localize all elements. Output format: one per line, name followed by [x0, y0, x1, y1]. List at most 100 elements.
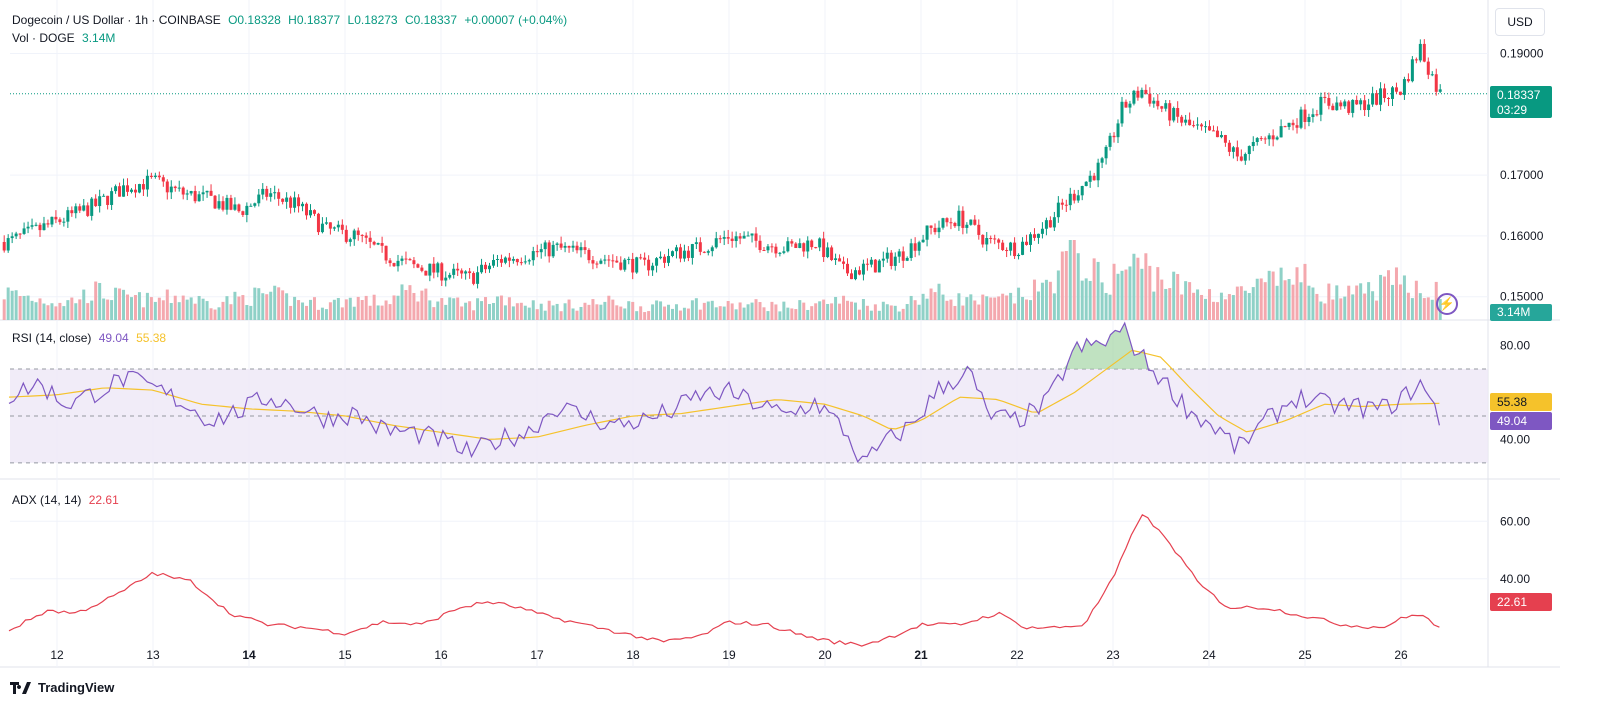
price-candle: [82, 205, 86, 211]
price-candle: [253, 203, 257, 206]
price-candle: [18, 233, 22, 235]
price-candle: [909, 243, 913, 258]
volume-bar: [1402, 275, 1406, 320]
volume-bar: [1215, 302, 1219, 320]
price-candle: [145, 175, 149, 190]
volume-bar: [587, 304, 591, 320]
price-candle: [90, 198, 94, 216]
price-candle: [277, 192, 281, 199]
price-candle: [384, 245, 388, 261]
price-candle: [945, 218, 949, 223]
volume-bar: [1271, 271, 1275, 320]
volume-bar: [567, 299, 571, 320]
price-candle: [921, 239, 925, 243]
price-candle: [265, 188, 269, 197]
volume-bar: [277, 287, 281, 320]
price-candle: [1076, 195, 1080, 201]
time-tick-label: 26: [1394, 648, 1408, 662]
price-candle: [1211, 130, 1215, 132]
price-candle: [1291, 122, 1295, 126]
volume-bar: [122, 289, 126, 320]
price-candle: [686, 250, 690, 258]
volume-bar: [293, 296, 297, 320]
price-candle: [126, 185, 130, 192]
price-candle: [1128, 103, 1132, 108]
price-candle: [424, 270, 428, 276]
price-candle: [929, 225, 933, 228]
volume-bar: [849, 301, 853, 320]
price-candle: [563, 245, 567, 248]
time-tick-label: 19: [722, 648, 736, 662]
volume-bar: [1140, 268, 1144, 320]
volume-bar: [1084, 278, 1088, 320]
price-candle: [324, 222, 328, 224]
price-candle: [1168, 103, 1172, 121]
volume-bar: [297, 300, 301, 320]
volume-bar: [360, 300, 364, 320]
price-candle: [973, 219, 977, 225]
volume-bar: [1303, 263, 1307, 320]
volume-bar: [1184, 281, 1188, 320]
volume-legend: Vol · DOGE 3.14M: [12, 31, 119, 45]
price-candle: [1021, 241, 1025, 255]
volume-bar: [583, 302, 587, 320]
volume-bar: [579, 306, 583, 320]
price-candle: [1327, 98, 1331, 106]
price-candle: [503, 257, 507, 263]
volume-bar: [102, 298, 106, 320]
volume-bar: [484, 297, 488, 320]
price-candle: [670, 251, 674, 256]
volume-bar: [913, 300, 917, 320]
currency-button[interactable]: USD: [1495, 8, 1545, 36]
time-tick-label: 12: [50, 648, 64, 662]
volume-bar: [861, 299, 865, 320]
price-candle: [428, 263, 432, 276]
price-candle: [1124, 101, 1128, 108]
price-candle: [261, 188, 265, 195]
volume-bar: [1128, 266, 1132, 320]
price-candle: [1052, 217, 1056, 228]
price-candle: [10, 236, 14, 239]
price-candle: [293, 197, 297, 208]
volume-bar: [1120, 270, 1124, 320]
volume-bar: [1009, 292, 1013, 320]
volume-bar: [1056, 270, 1060, 320]
tradingview-logo[interactable]: TradingView: [10, 680, 114, 695]
price-candle: [551, 244, 555, 257]
price-candle: [1056, 202, 1060, 218]
volume-bar: [1379, 274, 1383, 320]
price-candle: [611, 260, 615, 262]
volume-bar: [766, 311, 770, 320]
price-candle: [659, 256, 663, 259]
volume-bar: [225, 296, 229, 320]
volume-bar: [627, 301, 631, 320]
lightning-icon[interactable]: ⚡: [1436, 293, 1458, 315]
price-candle: [953, 223, 957, 227]
price-candle: [1347, 101, 1351, 113]
time-tick-label: 13: [146, 648, 160, 662]
price-tick-label: 0.17000: [1500, 168, 1544, 182]
volume-bar: [503, 305, 507, 320]
volume-bar: [436, 301, 440, 320]
rsi-ma-tag: 55.38: [1490, 393, 1552, 411]
volume-bar: [607, 295, 611, 320]
price-candle: [110, 191, 114, 205]
volume-bar: [1311, 287, 1315, 320]
price-candle: [1434, 74, 1438, 92]
price-candle: [1263, 138, 1267, 140]
volume-bar: [1048, 281, 1052, 320]
volume-bar: [1211, 301, 1215, 320]
volume-bar: [10, 290, 14, 320]
adx-line: [8, 514, 1440, 647]
adx-label: ADX (14, 14): [12, 493, 82, 507]
volume-bar: [424, 288, 428, 320]
price-candle: [153, 175, 157, 177]
price-candle: [14, 233, 18, 237]
volume-bar: [897, 311, 901, 320]
price-candle: [559, 243, 563, 248]
price-candle: [822, 238, 826, 258]
volume-bar: [563, 303, 567, 320]
price-candle: [1219, 135, 1223, 138]
price-candle: [949, 222, 953, 224]
